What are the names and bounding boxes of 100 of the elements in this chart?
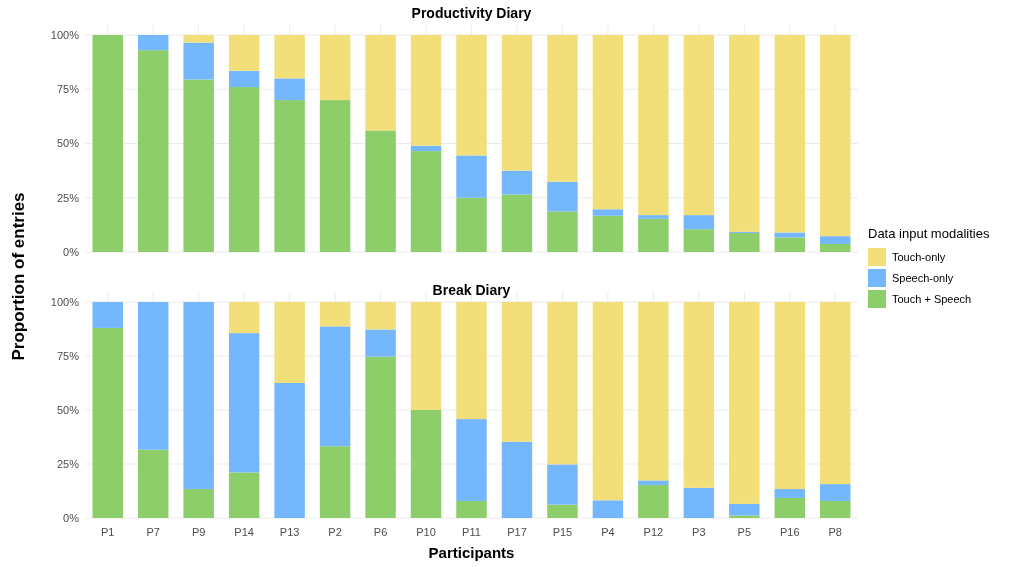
bar (547, 504, 578, 518)
bar (501, 194, 533, 252)
bar (547, 35, 578, 182)
bar (319, 35, 351, 101)
x-tick-label: P2 (328, 526, 342, 538)
bar (774, 489, 806, 498)
bar (456, 419, 487, 501)
bar (820, 243, 851, 252)
bar (274, 100, 305, 252)
x-tick-label: P15 (552, 526, 573, 538)
bar (137, 50, 169, 252)
bar (137, 302, 169, 450)
legend-label: Touch + Speech (892, 292, 972, 305)
bar (92, 35, 123, 252)
bar (183, 302, 214, 490)
bar (729, 35, 760, 232)
bar (592, 209, 624, 216)
bar (456, 500, 487, 518)
y-tick-label: 50% (56, 137, 80, 150)
bar (501, 35, 533, 171)
bar (456, 155, 487, 198)
y-tick-label: 0% (63, 511, 80, 524)
bar (228, 302, 260, 334)
bar (683, 302, 715, 488)
bar (456, 302, 487, 420)
bar (410, 35, 442, 146)
x-tick-label: P1 (101, 526, 115, 538)
y-axis-title: Proportion of entries (9, 192, 28, 361)
bar (592, 500, 624, 518)
bar (319, 302, 351, 327)
bar (365, 130, 396, 252)
bar (774, 302, 806, 490)
bar (183, 79, 214, 252)
bar (592, 302, 624, 501)
x-tick-label: P7 (146, 526, 160, 538)
y-tick-label: 100% (50, 295, 80, 308)
bar (547, 211, 578, 252)
x-tick-label: P4 (601, 526, 615, 538)
x-tick-label: P5 (737, 526, 752, 538)
bar (638, 218, 669, 252)
bar (319, 100, 351, 252)
bar (820, 484, 851, 501)
bar (410, 151, 442, 252)
bar (547, 181, 578, 212)
y-tick-label: 25% (56, 191, 80, 204)
x-tick-label: P13 (279, 526, 300, 538)
bar (410, 302, 442, 410)
x-tick-label: P3 (692, 526, 706, 538)
x-tick-label: P10 (416, 526, 436, 538)
bar (729, 302, 760, 504)
bar (456, 197, 487, 252)
y-tick-label: 75% (56, 349, 80, 362)
bar (137, 449, 169, 518)
chart-title: Break Diary (432, 282, 511, 298)
bar (638, 302, 669, 481)
bar (183, 42, 214, 80)
x-tick-label: P11 (462, 526, 481, 538)
bar (638, 215, 669, 219)
bar (365, 329, 396, 357)
bar (820, 35, 851, 237)
bar (228, 333, 260, 473)
bar (365, 302, 396, 330)
bar (228, 472, 260, 518)
y-tick-label: 75% (56, 83, 80, 96)
bar (319, 326, 351, 447)
bar (592, 215, 624, 252)
chart-title: Productivity Diary (411, 5, 532, 21)
x-tick-label: P8 (828, 526, 842, 538)
bar (820, 236, 851, 244)
bar (183, 35, 214, 43)
bar (456, 35, 487, 156)
bar (729, 515, 760, 518)
bar (365, 35, 396, 131)
bar (683, 35, 715, 216)
bar (274, 78, 305, 101)
bar (638, 480, 669, 485)
bar (183, 489, 214, 518)
y-tick-label: 50% (56, 403, 80, 416)
bar (774, 237, 806, 252)
bar (319, 446, 351, 518)
bar (638, 484, 669, 518)
x-tick-label: P12 (643, 526, 664, 538)
x-tick-label: P9 (191, 526, 206, 538)
y-tick-label: 100% (50, 28, 80, 41)
x-tick-label: P6 (373, 526, 388, 538)
x-tick-label: P16 (780, 526, 800, 538)
bar (683, 215, 715, 230)
bar (774, 232, 806, 238)
bar (92, 302, 123, 328)
y-tick-label: 0% (63, 245, 80, 258)
bar (501, 170, 533, 195)
bar (274, 383, 305, 518)
y-tick-label: 25% (56, 457, 80, 470)
bar (729, 503, 760, 516)
bar (92, 327, 123, 518)
legend-label: Touch-only (892, 250, 946, 263)
bar (774, 497, 806, 518)
bar (228, 87, 260, 252)
x-axis-title: Participants (428, 544, 515, 561)
bar (501, 302, 533, 442)
